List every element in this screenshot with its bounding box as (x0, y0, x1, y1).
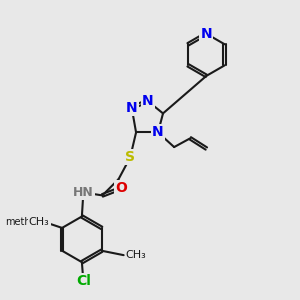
Text: S: S (125, 150, 135, 164)
Text: N: N (126, 100, 137, 115)
Text: CH₃: CH₃ (125, 250, 146, 260)
Text: CH₃: CH₃ (28, 217, 49, 227)
Text: N: N (200, 27, 212, 41)
Text: N: N (152, 125, 164, 140)
Text: methoxy: methoxy (5, 217, 48, 227)
Text: O: O (39, 215, 50, 229)
Text: O: O (116, 181, 128, 195)
Text: HN: HN (73, 186, 94, 199)
Text: N: N (142, 94, 154, 108)
Text: Cl: Cl (76, 274, 91, 288)
